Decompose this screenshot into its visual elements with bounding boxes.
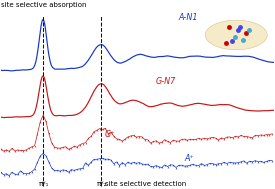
Text: site selective absorption: site selective absorption	[1, 2, 86, 8]
Text: site selective detection: site selective detection	[105, 181, 186, 187]
Ellipse shape	[205, 20, 267, 50]
Text: G⁺: G⁺	[105, 130, 115, 139]
Text: A⁺: A⁺	[184, 154, 194, 163]
Text: G-N7: G-N7	[156, 77, 176, 86]
Text: π*₁: π*₁	[39, 181, 50, 187]
Text: A-N1: A-N1	[178, 13, 198, 22]
Text: π*₂: π*₂	[97, 181, 108, 187]
